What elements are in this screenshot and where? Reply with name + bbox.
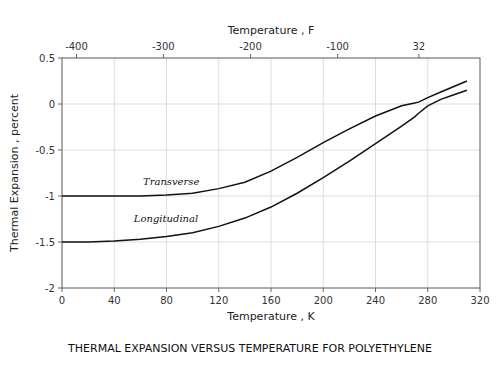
y-tick <box>58 150 62 151</box>
plot-frame <box>62 58 480 288</box>
x-tick <box>480 288 481 292</box>
x-tick <box>166 288 167 292</box>
x-tick-label: 320 <box>470 295 489 306</box>
curve-label: Transverse <box>143 176 199 187</box>
x2-tick <box>163 54 164 58</box>
x-grid-line <box>218 58 219 288</box>
curve-label: Longitudinal <box>133 213 198 224</box>
x-tick-label: 120 <box>209 295 228 306</box>
x2-tick <box>337 54 338 58</box>
y-tick-label: -1 <box>45 191 55 202</box>
x-grid-line <box>427 58 428 288</box>
x-tick-label: 280 <box>418 295 437 306</box>
x-tick <box>62 288 63 292</box>
x-tick <box>114 288 115 292</box>
plot-area <box>62 81 467 242</box>
y-tick <box>58 288 62 289</box>
x-axis-label: Temperature , K <box>226 310 315 323</box>
y-tick <box>58 242 62 243</box>
y-axis-label: Thermal Expansion , percent <box>8 93 21 253</box>
x-tick-label: 240 <box>366 295 385 306</box>
chart-title: THERMAL EXPANSION VERSUS TEMPERATURE FOR… <box>67 342 432 355</box>
x-grid-line <box>166 58 167 288</box>
y-tick <box>58 58 62 59</box>
x-tick <box>427 288 428 292</box>
y-tick-label: -2 <box>45 283 55 294</box>
x-tick-label: 40 <box>108 295 121 306</box>
x-tick <box>271 288 272 292</box>
x2-tick-label: -200 <box>239 41 262 52</box>
x2-tick-label: -300 <box>152 41 175 52</box>
x-tick-label: 0 <box>59 295 65 306</box>
y-tick-label: -0.5 <box>35 145 55 156</box>
y-grid-line <box>62 242 480 243</box>
x-tick-label: 200 <box>314 295 333 306</box>
y-tick-label: -1.5 <box>35 237 55 248</box>
x2-tick <box>250 54 251 58</box>
x-grid-line <box>323 58 324 288</box>
x2-tick <box>76 54 77 58</box>
y-tick-label: 0.5 <box>39 53 55 64</box>
x-tick-label: 80 <box>160 295 173 306</box>
x2-axis-label: Temperature , F <box>227 24 315 37</box>
y-grid-line <box>62 150 480 151</box>
x-grid-line <box>375 58 376 288</box>
y-tick <box>58 196 62 197</box>
x-grid-line <box>114 58 115 288</box>
x2-tick-label: -400 <box>65 41 88 52</box>
x-tick <box>323 288 324 292</box>
x-grid-line <box>271 58 272 288</box>
x2-tick-label: 32 <box>413 41 426 52</box>
x2-tick <box>418 54 419 58</box>
x-tick <box>375 288 376 292</box>
y-grid-line <box>62 104 480 105</box>
grid <box>62 58 480 288</box>
y-tick-label: 0 <box>49 99 55 110</box>
series-line <box>62 81 467 196</box>
x-tick <box>218 288 219 292</box>
x-tick-label: 160 <box>261 295 280 306</box>
x2-tick-label: -100 <box>326 41 349 52</box>
y-tick <box>58 104 62 105</box>
series-line <box>62 90 467 242</box>
